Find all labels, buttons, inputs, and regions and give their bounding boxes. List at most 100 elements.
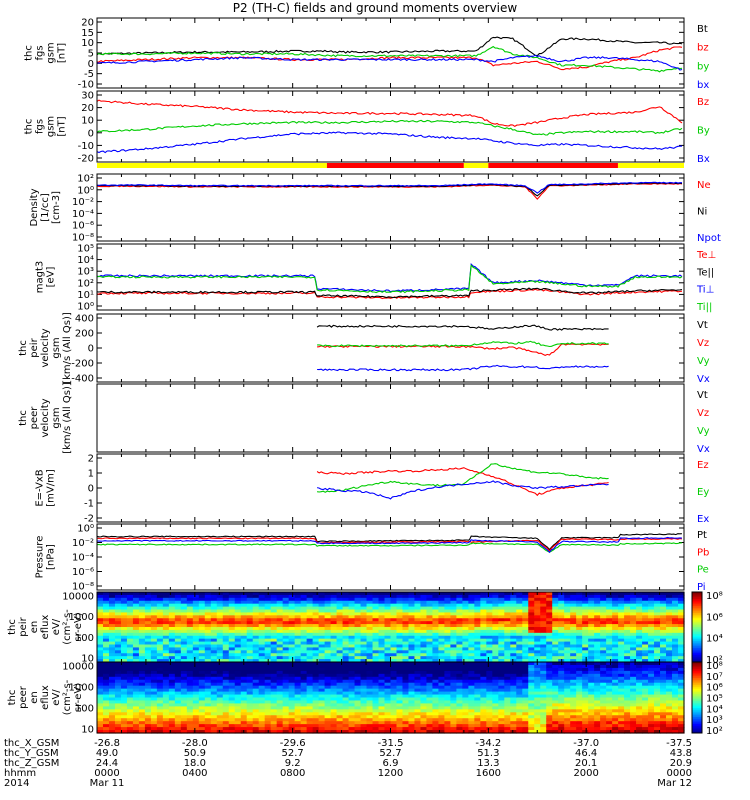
spectrogram-cell — [264, 615, 272, 619]
spectrogram-cell — [162, 618, 170, 622]
spectrogram-cell — [186, 691, 194, 696]
spectrogram-cell — [168, 685, 176, 690]
spectrogram-cell — [180, 647, 188, 651]
spectrogram-cell — [408, 656, 416, 660]
ylabel-line: (cm²-s- — [62, 679, 73, 715]
spectrogram-cell — [528, 688, 535, 693]
spectrogram-cell — [462, 612, 469, 616]
spectrogram-cell — [528, 615, 535, 619]
spectrogram-cell — [198, 691, 206, 696]
spectrogram-cell — [378, 709, 386, 713]
spectrogram-cell — [420, 718, 428, 722]
spectrogram-cell — [288, 724, 296, 728]
spectrogram-cell — [414, 709, 422, 713]
spectrogram-cell — [216, 653, 224, 657]
spectrogram-cell — [246, 659, 254, 663]
spectrogram-cell — [552, 650, 559, 654]
spectrogram-cell — [612, 644, 619, 649]
spectrogram-cell — [102, 647, 110, 651]
spectrogram-cell — [402, 682, 410, 687]
spectrogram-cell — [546, 673, 553, 678]
spectrogram-cell — [270, 721, 278, 725]
spectrogram-cell — [270, 718, 278, 722]
spectrogram-cell — [210, 697, 218, 702]
spectrogram-cell — [138, 615, 146, 619]
spectrogram-cell — [120, 685, 128, 690]
spectrogram-cell — [504, 712, 511, 716]
spectrogram-cell — [402, 659, 410, 663]
spectrogram-cell — [552, 667, 559, 672]
spectrogram-cell — [264, 624, 272, 628]
spectrogram-cell — [192, 612, 200, 616]
spectrogram-cell — [666, 635, 673, 640]
spectrogram-cell — [558, 721, 565, 725]
spectrogram-cell — [660, 629, 667, 634]
colorbar-cell — [692, 649, 702, 652]
spectrogram-cell — [156, 653, 164, 657]
spectrogram-cell — [486, 688, 493, 693]
spectrogram-cell — [276, 662, 284, 666]
spectrogram-cell — [426, 612, 434, 616]
spectrogram-cell — [102, 727, 110, 731]
spectrogram-cell — [666, 624, 673, 628]
spectrogram-cell — [222, 697, 230, 702]
spectrogram-cell — [97, 653, 104, 657]
spectrogram-cell — [414, 688, 422, 693]
spectrogram-cell — [306, 700, 314, 705]
spectrogram-cell — [108, 644, 116, 649]
spectrogram-cell — [432, 659, 440, 663]
spectrogram-cell — [120, 697, 128, 702]
spectrogram-cell — [246, 621, 254, 625]
spectrogram-cell — [378, 694, 386, 699]
spectrogram-cell — [558, 697, 565, 702]
spectrogram-cell — [438, 691, 446, 696]
spectrogram-cell — [192, 594, 200, 599]
spectrogram-cell — [102, 618, 110, 622]
spectrogram-cell — [552, 688, 559, 693]
spectrogram-cell — [204, 727, 212, 731]
spectrogram-cell — [564, 612, 571, 616]
spectrogram-cell — [480, 691, 487, 696]
spectrogram-cell — [606, 656, 613, 660]
spectrogram-cell — [204, 673, 212, 678]
spectrogram-cell — [510, 670, 517, 675]
colorbar-cell — [692, 630, 702, 633]
spectrogram-cell — [366, 703, 374, 707]
spectrogram-cell — [366, 682, 374, 687]
ylabel-line: gsm — [46, 116, 57, 137]
spectrogram-cell — [354, 676, 362, 681]
spectrogram-cell — [204, 721, 212, 725]
spectrogram-cell — [498, 697, 505, 702]
spectrogram-cell — [642, 650, 649, 654]
spectrogram-cell — [408, 688, 416, 693]
spectrogram-cell — [492, 688, 499, 693]
spectrogram-cell — [210, 627, 218, 631]
spectrogram-cell — [372, 685, 380, 690]
spectrogram-cell — [390, 703, 398, 707]
spectrogram-cell — [552, 697, 559, 702]
spectrogram-cell — [174, 609, 182, 614]
spectrogram-cell — [444, 615, 451, 619]
spectrogram-cell — [114, 603, 122, 608]
spectrogram-cell — [552, 727, 559, 731]
spectrogram-cell — [474, 730, 481, 734]
spectrogram-cell — [120, 709, 128, 713]
spectrogram-cell — [264, 603, 272, 608]
y-tick-label: 10⁻⁶ — [72, 567, 94, 578]
spectrogram-cell — [204, 659, 212, 663]
spectrogram-cell — [624, 615, 631, 619]
spectrogram-cell — [540, 659, 547, 663]
spectrogram-cell — [210, 667, 218, 672]
spectrogram-cell — [426, 667, 434, 672]
spectrogram-cell — [528, 667, 535, 672]
spectrogram-cell — [606, 635, 613, 640]
spectrogram-cell — [180, 685, 188, 690]
spectrogram-cell — [162, 624, 170, 628]
spectrogram-cell — [630, 641, 637, 646]
spectrogram-cell — [318, 679, 326, 684]
spectrogram-cell — [360, 592, 368, 596]
spectrogram-cell — [336, 662, 344, 666]
spectrogram-cell — [582, 603, 589, 608]
spectrogram-cell — [270, 644, 278, 649]
colorbar-cell — [692, 595, 702, 598]
